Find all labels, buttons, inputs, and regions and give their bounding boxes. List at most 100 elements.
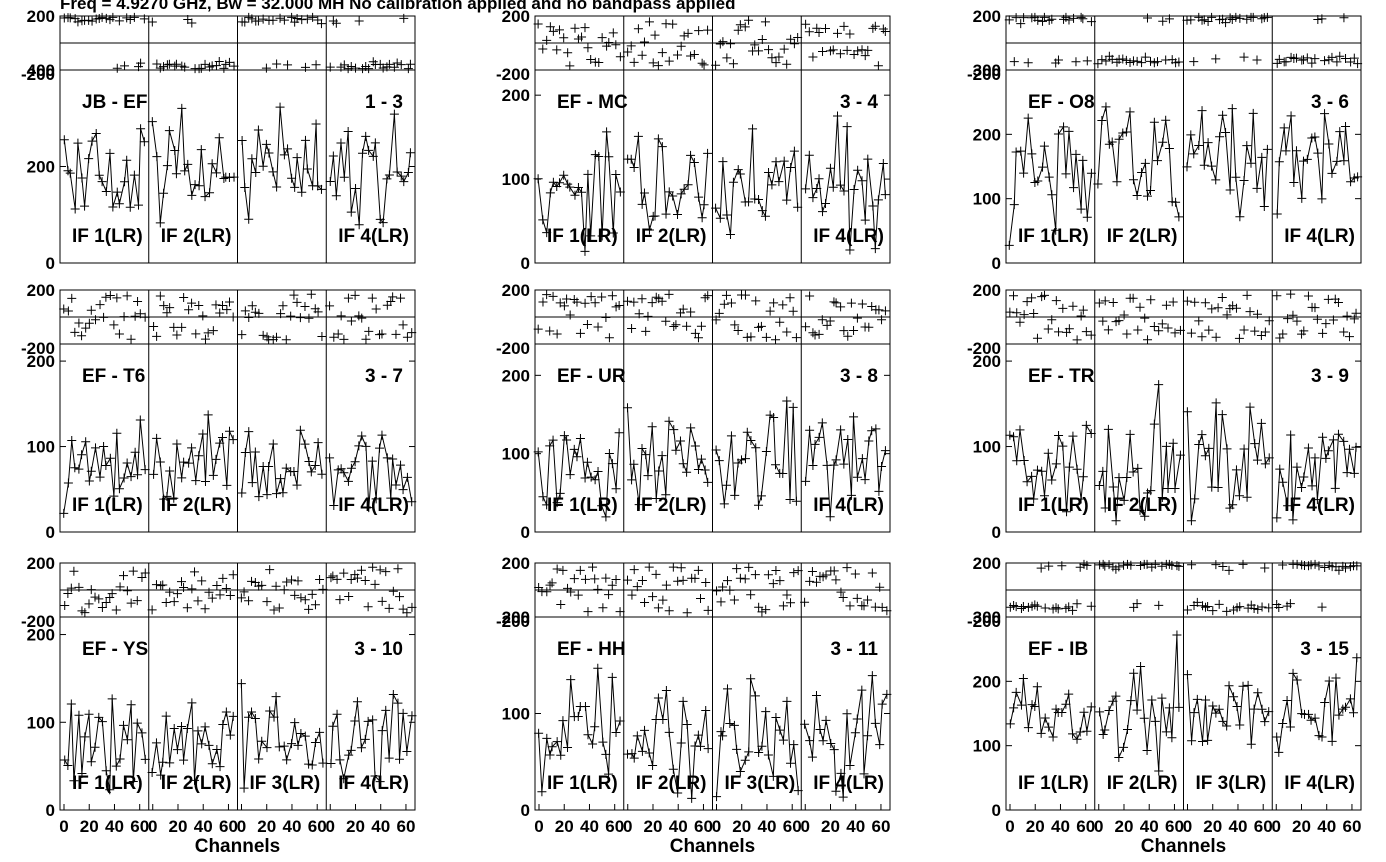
amplitude-point [405, 148, 415, 158]
phase-point [336, 311, 346, 321]
amplitude-point [1327, 736, 1337, 746]
amplitude-point [1275, 464, 1285, 474]
phase-point [552, 329, 562, 339]
phase-point [604, 38, 614, 48]
amplitude-point [538, 215, 548, 225]
antenna-pair-label: 3 - 8 [840, 366, 878, 387]
phase-point [1032, 333, 1042, 343]
phase-point [1313, 14, 1323, 24]
phase-point [388, 292, 398, 302]
amplitude-point [1057, 707, 1067, 717]
x-tick-label: 0 [1094, 817, 1103, 836]
phase-point [744, 15, 754, 25]
amplitude-point [200, 477, 210, 487]
amplitude-series-line [63, 128, 145, 210]
phase-point [1132, 56, 1142, 66]
amplitude-point [283, 144, 293, 154]
phase-point [1260, 327, 1270, 337]
phase-point [788, 306, 798, 316]
amplitude-point [836, 425, 846, 435]
amplitude-point [1033, 176, 1043, 186]
amplitude-point [1140, 158, 1150, 168]
amplitude-point [1101, 102, 1111, 112]
amp-tick-label: 200 [27, 352, 55, 371]
amplitude-point [718, 157, 728, 167]
amplitude-point [534, 728, 544, 738]
amplitude-point [554, 178, 564, 188]
phase-point [304, 313, 314, 323]
amplitude-point [1321, 453, 1331, 463]
phase-point [805, 291, 815, 301]
amplitude-point [1023, 723, 1033, 733]
phase-point [1317, 602, 1327, 612]
phase-point [1143, 335, 1153, 345]
if-label: IF 2(LR) [636, 226, 707, 247]
phase-point [774, 52, 784, 62]
baseline-label: JB - EF [82, 92, 147, 113]
amplitude-point [701, 705, 711, 715]
amplitude-point [352, 697, 362, 707]
amplitude-point [654, 466, 664, 476]
phase-point [278, 301, 288, 311]
amplitude-point [1157, 693, 1167, 703]
amplitude-point [297, 187, 307, 197]
amplitude-point [1075, 727, 1085, 737]
amplitude-series-line [1009, 678, 1092, 741]
phase-point [375, 330, 385, 340]
amplitude-point [129, 170, 139, 180]
amplitude-point [94, 170, 104, 180]
amp-tick-label: 0 [46, 801, 55, 820]
phase-point [843, 331, 853, 341]
phase-point [177, 322, 187, 332]
amplitude-point [786, 758, 796, 768]
amplitude-point [696, 454, 706, 464]
amplitude-point [1264, 453, 1274, 463]
amplitude-point [1264, 707, 1274, 717]
amplitude-point [133, 470, 143, 480]
amplitude-point [1149, 419, 1159, 429]
amplitude-point [1289, 178, 1299, 188]
phase-point [326, 573, 336, 583]
amplitude-point [274, 742, 284, 752]
amplitude-point [1221, 127, 1231, 137]
amplitude-point [769, 413, 779, 423]
phase-point [562, 294, 572, 304]
amplitude-point [864, 436, 874, 446]
amplitude-point [158, 757, 168, 767]
amplitude-point [112, 428, 122, 438]
amplitude-point [566, 675, 576, 685]
amplitude-point [147, 117, 157, 127]
phase-point [1327, 52, 1337, 62]
phase-point [159, 62, 169, 72]
amplitude-point [1027, 149, 1037, 159]
amplitude-point [105, 785, 115, 795]
amplitude-point [533, 174, 543, 184]
amplitude-point [545, 750, 555, 760]
amplitude-point [607, 459, 617, 469]
phase-point [853, 46, 863, 56]
amplitude-point [1189, 708, 1199, 718]
phase-point [1040, 290, 1050, 300]
amplitude-point [764, 168, 774, 178]
phase-point [542, 587, 552, 597]
phase-point [1292, 559, 1302, 569]
amplitude-point [590, 475, 600, 485]
phase-point [839, 21, 849, 31]
if-label: IF 1(LR) [1018, 773, 1089, 794]
amplitude-point [657, 451, 667, 461]
amplitude-point [350, 716, 360, 726]
amplitude-point [669, 425, 679, 435]
page-title: Freq = 4.9270 GHz, Bw = 32.000 MH No cal… [60, 0, 736, 13]
phase-point [279, 15, 289, 25]
phase-point [810, 330, 820, 340]
phase-point [668, 562, 678, 572]
amplitude-point [343, 476, 353, 486]
amplitude-point [203, 410, 213, 420]
phase-point [597, 292, 607, 302]
phase-tick-label: 200 [27, 7, 55, 26]
amplitude-point [1187, 736, 1197, 746]
phase-point [1004, 15, 1014, 25]
amplitude-point [162, 161, 172, 171]
amplitude-point [386, 493, 396, 503]
phase-point [683, 28, 693, 38]
